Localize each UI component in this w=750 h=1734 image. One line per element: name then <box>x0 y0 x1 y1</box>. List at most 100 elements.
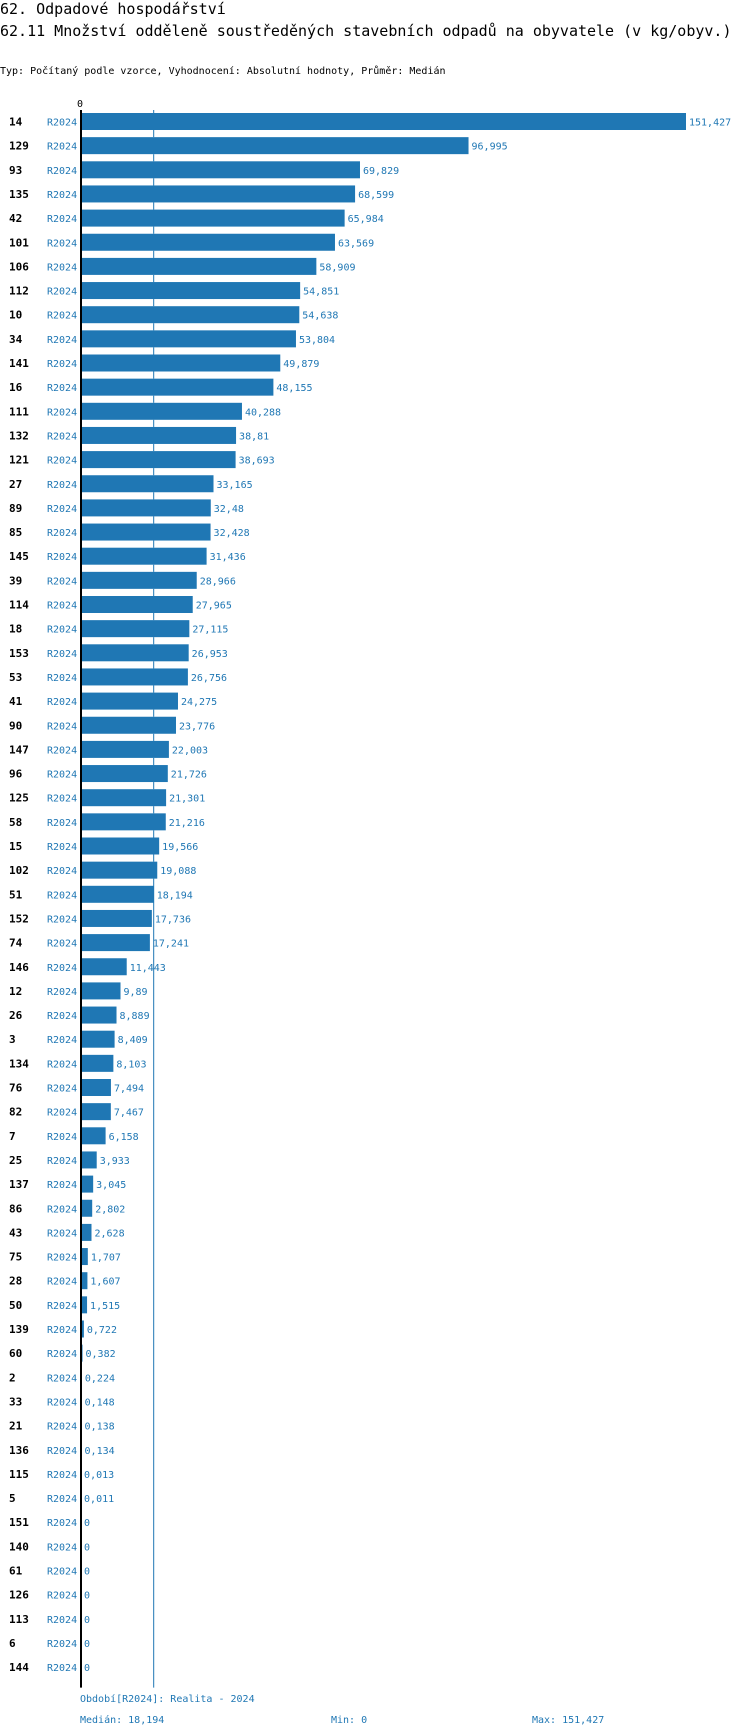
value-label: 22,003 <box>172 745 208 756</box>
value-label: 9,89 <box>124 987 148 998</box>
category-label: 132 <box>9 429 29 442</box>
value-label: 96,995 <box>472 142 508 153</box>
bar <box>81 1127 106 1145</box>
bar <box>81 547 207 565</box>
series-label: R2024 <box>47 576 77 587</box>
bar <box>81 137 469 155</box>
series-label: R2024 <box>47 987 77 998</box>
value-label: 24,275 <box>181 697 217 708</box>
category-label: 96 <box>9 768 23 781</box>
value-label: 1,607 <box>90 1277 120 1288</box>
bar <box>81 789 167 807</box>
category-label: 16 <box>9 381 23 394</box>
series-label: R2024 <box>47 238 77 249</box>
chart-meta: Typ: Počítaný podle vzorce, Vyhodnocení:… <box>0 66 446 77</box>
category-label: 106 <box>9 260 29 273</box>
category-label: 140 <box>9 1540 29 1553</box>
value-label: 0,011 <box>84 1494 114 1505</box>
value-label: 7,467 <box>114 1108 144 1119</box>
category-label: 134 <box>9 1057 29 1070</box>
category-label: 33 <box>9 1395 22 1408</box>
bar <box>81 1079 111 1096</box>
bar <box>81 958 127 976</box>
series-label: R2024 <box>47 118 77 129</box>
category-label: 15 <box>9 840 22 853</box>
value-label: 68,599 <box>358 190 394 201</box>
value-label: 21,216 <box>169 818 205 829</box>
series-label: R2024 <box>47 1156 77 1167</box>
series-label: R2024 <box>47 1059 77 1070</box>
page-title: 62. Odpadové hospodářství <box>0 0 226 18</box>
series-label: R2024 <box>47 1084 77 1095</box>
series-label: R2024 <box>47 1301 77 1312</box>
category-label: 25 <box>9 1154 22 1167</box>
category-label: 111 <box>9 405 29 418</box>
value-label: 54,851 <box>303 287 339 298</box>
category-label: 112 <box>9 285 29 298</box>
bar <box>81 620 190 638</box>
value-label: 8,103 <box>116 1059 146 1070</box>
series-label: R2024 <box>47 1325 77 1336</box>
bar <box>81 1151 97 1169</box>
category-label: 3 <box>9 1033 16 1046</box>
series-label: R2024 <box>47 552 77 563</box>
bar <box>81 1223 92 1241</box>
bar <box>81 426 237 444</box>
series-label: R2024 <box>47 528 77 539</box>
category-label: 86 <box>9 1202 23 1215</box>
bar <box>81 813 166 831</box>
value-label: 65,984 <box>348 214 384 225</box>
category-label: 152 <box>9 912 29 925</box>
value-label: 0,134 <box>85 1446 115 1457</box>
category-label: 58 <box>9 816 22 829</box>
value-label: 63,569 <box>338 238 374 249</box>
bar <box>81 716 176 734</box>
category-label: 42 <box>9 212 22 225</box>
value-label: 0,138 <box>85 1422 115 1433</box>
bar <box>81 161 360 179</box>
value-label: 26,756 <box>191 673 227 684</box>
series-label: R2024 <box>47 214 77 225</box>
bar <box>81 402 242 420</box>
value-label: 0 <box>84 1615 90 1626</box>
category-label: 6 <box>9 1637 16 1650</box>
bar <box>81 1272 88 1290</box>
series-label: R2024 <box>47 1204 77 1215</box>
value-label: 0 <box>84 1518 90 1529</box>
value-label: 58,909 <box>319 262 355 273</box>
category-label: 135 <box>9 188 29 201</box>
category-label: 114 <box>9 599 29 612</box>
value-label: 0 <box>84 1542 90 1553</box>
category-label: 76 <box>9 1082 23 1095</box>
series-label: R2024 <box>47 287 77 298</box>
bar <box>81 1175 94 1193</box>
value-label: 18,194 <box>157 890 193 901</box>
bar <box>81 1199 93 1217</box>
series-label: R2024 <box>47 1035 77 1046</box>
series-label: R2024 <box>47 1228 77 1239</box>
value-label: 33,165 <box>217 480 253 491</box>
bar <box>81 692 178 710</box>
bar <box>81 668 188 686</box>
category-label: 21 <box>9 1420 23 1433</box>
footer-median: Medián: 18,194 <box>80 1715 165 1726</box>
value-label: 53,804 <box>299 335 335 346</box>
value-label: 38,693 <box>239 456 275 467</box>
bar <box>81 451 236 469</box>
category-label: 39 <box>9 574 22 587</box>
category-label: 10 <box>9 309 22 322</box>
bar <box>81 982 121 1000</box>
value-label: 26,953 <box>192 649 228 660</box>
series-label: R2024 <box>47 1615 77 1626</box>
bar <box>81 765 168 783</box>
value-label: 54,638 <box>302 311 338 322</box>
series-label: R2024 <box>47 335 77 346</box>
footer-max: Max: 151,427 <box>532 1715 605 1726</box>
value-label: 6,158 <box>109 1132 139 1143</box>
value-label: 27,965 <box>196 601 232 612</box>
footer-min: Min: 0 <box>331 1715 368 1726</box>
value-label: 0,224 <box>85 1373 115 1384</box>
value-label: 28,966 <box>200 576 236 587</box>
bar <box>81 1103 111 1121</box>
category-label: 126 <box>9 1589 29 1602</box>
